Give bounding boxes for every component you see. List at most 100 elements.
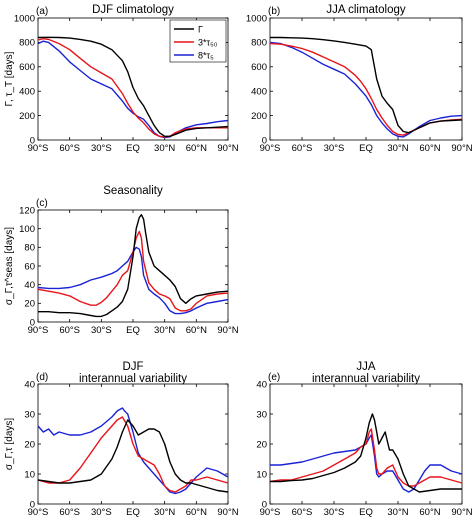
chart-subtitle: interannual variability — [312, 373, 420, 385]
chart-title: DJF — [122, 361, 143, 373]
x-tick-label: 90°N — [451, 143, 472, 154]
x-tick-label: 90°S — [28, 507, 49, 518]
series-line-tau50 — [37, 416, 229, 493]
chart-panel-2: 90°S 60°S 30°S EQ 30°N 60°N 90°N 0 200 400 600 800 1… — [246, 4, 473, 154]
x-tick-label: 60°S — [59, 325, 80, 336]
legend-label-tau5: 8*τ₅ — [198, 51, 214, 61]
x-tick-label: 60°N — [186, 143, 207, 154]
y-tick-label: 200 — [251, 111, 267, 122]
y-tick-label: 800 — [19, 38, 35, 49]
x-tick-label: 90°S — [28, 325, 49, 336]
x-tick-label: 30°S — [324, 507, 345, 518]
y-tick-label: 40 — [24, 280, 35, 291]
panel-label: (d) — [36, 372, 48, 383]
x-tick-label: 90°N — [217, 143, 238, 154]
x-tick-label: 30°S — [91, 507, 112, 518]
x-tick-label: 90°S — [260, 143, 281, 154]
y-tick-label: 0 — [30, 317, 35, 328]
x-tick-label: EQ — [359, 507, 373, 518]
x-tick-label: 60°S — [59, 143, 80, 154]
x-tick-label: 60°S — [59, 507, 80, 518]
plot-area — [37, 209, 229, 323]
y-tick-label: 120 — [19, 205, 35, 216]
series-line-gamma — [37, 36, 229, 138]
y-tick-label: 10 — [256, 469, 267, 480]
panel-label: (b) — [268, 6, 280, 17]
chart-panel-1: 90°S 60°S 30°S EQ 30°N 60°N 90°N 0 200 400 600 800 1… — [4, 4, 239, 154]
y-tick-label: 30 — [24, 409, 35, 420]
chart-title: JJA — [356, 361, 376, 373]
y-tick-label: 400 — [251, 87, 267, 98]
legend-label-gamma: Γ — [198, 25, 203, 35]
x-tick-label: 60°N — [186, 325, 207, 336]
x-tick-label: 30°N — [387, 507, 408, 518]
y-tick-label: 1000 — [14, 13, 35, 24]
x-tick-label: 60°N — [419, 143, 440, 154]
x-tick-label: 60°N — [419, 507, 440, 518]
x-tick-label: 60°S — [292, 143, 313, 154]
y-tick-label: 40 — [24, 379, 35, 390]
y-tick-label: 0 — [262, 135, 267, 146]
y-tick-label: 200 — [19, 111, 35, 122]
x-tick-label: 30°S — [91, 325, 112, 336]
x-tick-label: 90°S — [28, 143, 49, 154]
y-tick-label: 20 — [24, 439, 35, 450]
x-tick-label: 30°N — [154, 325, 175, 336]
legend-label-tau50: 3*τ₅₀ — [198, 38, 218, 48]
y-tick-label: 0 — [30, 135, 35, 146]
series-line-tau50 — [269, 42, 463, 136]
y-tick-label: 400 — [19, 87, 35, 98]
chart-panel-5: 90°S 60°S 30°S EQ 30°N 60°N 90°N 0 10 20 30 40(e) JJ… — [256, 361, 472, 518]
x-tick-label: 90°S — [260, 507, 281, 518]
y-axis-label: Γ, τ_T [days] — [4, 51, 15, 106]
y-axis-label: σ_Γ,τ [days] — [4, 418, 15, 471]
series-line-tau5 — [270, 434, 463, 493]
y-tick-label: 10 — [24, 469, 35, 480]
y-tick-label: 80 — [24, 243, 35, 254]
series-line-gamma — [37, 419, 229, 493]
y-tick-label: 60 — [24, 261, 35, 272]
x-tick-label: EQ — [126, 143, 140, 154]
x-tick-label: 30°N — [154, 143, 175, 154]
series-line-tau5 — [37, 40, 229, 139]
panel-label: (c) — [36, 198, 48, 209]
series-line-gamma — [38, 213, 229, 318]
x-tick-label: 60°N — [186, 507, 207, 518]
panel-label: (a) — [36, 6, 48, 17]
y-tick-label: 800 — [251, 38, 267, 49]
y-tick-label: 100 — [19, 224, 35, 235]
series-line-tau50 — [269, 428, 463, 487]
series-line-tau50 — [37, 230, 229, 312]
panel-label: (e) — [268, 372, 280, 383]
x-tick-label: EQ — [126, 507, 140, 518]
x-tick-label: 90°N — [217, 325, 238, 336]
y-tick-label: 20 — [256, 439, 267, 450]
x-tick-label: 30°S — [91, 143, 112, 154]
y-tick-label: 20 — [24, 299, 35, 310]
series-line-tau5 — [37, 407, 229, 495]
chart-title: Seasonality — [103, 185, 163, 197]
x-tick-label: 90°N — [451, 507, 472, 518]
series-line-tau50 — [37, 38, 228, 138]
y-tick-label: 30 — [256, 409, 267, 420]
x-tick-label: 90°N — [217, 507, 238, 518]
x-tick-label: 30°S — [324, 143, 345, 154]
x-tick-label: EQ — [359, 143, 373, 154]
series-line-gamma — [270, 413, 462, 493]
chart-panel-3: 90°S 60°S 30°S EQ 30°N 60°N 90°N 0 20 40 60 80 100 12… — [4, 185, 239, 336]
x-tick-label: 30°N — [387, 143, 408, 154]
chart-title: DJF climatology — [92, 4, 174, 16]
chart-panel-4: 90°S 60°S 30°S EQ 30°N 60°N 90°N 0 10 20 30 40(d) DJ… — [4, 361, 239, 518]
y-tick-label: 600 — [251, 62, 267, 73]
y-tick-label: 0 — [262, 499, 267, 510]
chart-title: JJA climatology — [326, 4, 406, 16]
series-line-gamma — [270, 36, 463, 134]
series-line-tau5 — [269, 41, 463, 138]
x-tick-label: 60°S — [292, 507, 313, 518]
chart-subtitle: interannual variability — [79, 373, 187, 385]
y-tick-label: 600 — [19, 62, 35, 73]
series-line-tau5 — [37, 246, 229, 315]
y-tick-label: 1000 — [246, 13, 267, 24]
y-axis-label: σ_Γ,τ^seas [days] — [4, 227, 15, 305]
